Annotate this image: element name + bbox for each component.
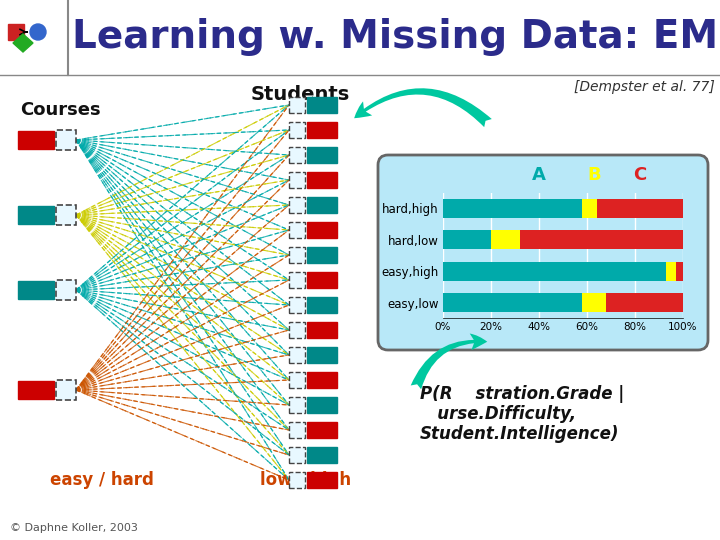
Circle shape	[30, 24, 46, 40]
Bar	[307, 322, 337, 338]
Bar	[56, 380, 76, 400]
Bar	[289, 472, 305, 488]
Bar	[307, 372, 337, 388]
Bar	[307, 97, 337, 113]
Text: Courses: Courses	[20, 101, 101, 119]
Bar	[56, 280, 76, 300]
Bar	[606, 293, 683, 312]
Bar	[491, 230, 520, 249]
FancyBboxPatch shape	[378, 155, 708, 350]
Bar	[666, 262, 676, 281]
Bar	[289, 122, 305, 138]
Text: [Dempster et al. 77]: [Dempster et al. 77]	[575, 80, 715, 94]
Text: Student.Intelligence): Student.Intelligence)	[420, 425, 619, 443]
Bar	[289, 372, 305, 388]
Bar	[289, 247, 305, 263]
Bar	[18, 381, 54, 399]
Bar	[289, 222, 305, 238]
Bar	[307, 272, 337, 288]
Bar	[582, 293, 606, 312]
Text: B: B	[588, 166, 601, 184]
Bar	[18, 131, 54, 149]
Bar	[307, 347, 337, 363]
Bar	[307, 397, 337, 413]
Bar	[520, 230, 683, 249]
Bar	[307, 122, 337, 138]
Bar	[582, 199, 597, 218]
Bar	[289, 347, 305, 363]
Bar	[307, 172, 337, 188]
Bar	[56, 205, 76, 225]
Bar	[443, 293, 582, 312]
Bar	[289, 422, 305, 438]
Bar	[307, 197, 337, 213]
Bar	[289, 147, 305, 163]
Bar	[307, 147, 337, 163]
Bar	[8, 24, 24, 40]
Text: © Daphne Koller, 2003: © Daphne Koller, 2003	[10, 523, 138, 533]
Text: A: A	[532, 166, 546, 184]
Polygon shape	[13, 34, 33, 52]
Bar	[18, 206, 54, 224]
Text: Students: Students	[251, 85, 350, 105]
Bar	[289, 322, 305, 338]
Bar	[443, 262, 666, 281]
Bar	[289, 447, 305, 463]
Bar	[443, 230, 491, 249]
Bar	[307, 447, 337, 463]
Bar	[443, 199, 582, 218]
Text: low / high: low / high	[260, 471, 351, 489]
Text: Learning w. Missing Data: EM: Learning w. Missing Data: EM	[72, 18, 718, 56]
Bar	[289, 97, 305, 113]
FancyArrowPatch shape	[354, 88, 492, 127]
Bar	[597, 199, 683, 218]
Text: C: C	[633, 166, 647, 184]
Bar	[307, 247, 337, 263]
Text: P(R    stration.Grade |: P(R stration.Grade |	[420, 385, 624, 403]
Bar	[289, 272, 305, 288]
Text: easy / hard: easy / hard	[50, 471, 154, 489]
FancyArrowPatch shape	[410, 334, 487, 389]
Bar	[307, 297, 337, 313]
Bar	[676, 262, 683, 281]
Bar	[289, 397, 305, 413]
Bar	[307, 222, 337, 238]
Bar	[289, 297, 305, 313]
Bar	[289, 172, 305, 188]
Bar	[56, 130, 76, 150]
Bar	[18, 281, 54, 299]
Bar	[307, 422, 337, 438]
Text: urse.Difficulty,: urse.Difficulty,	[420, 405, 576, 423]
Bar	[307, 472, 337, 488]
Bar	[289, 197, 305, 213]
